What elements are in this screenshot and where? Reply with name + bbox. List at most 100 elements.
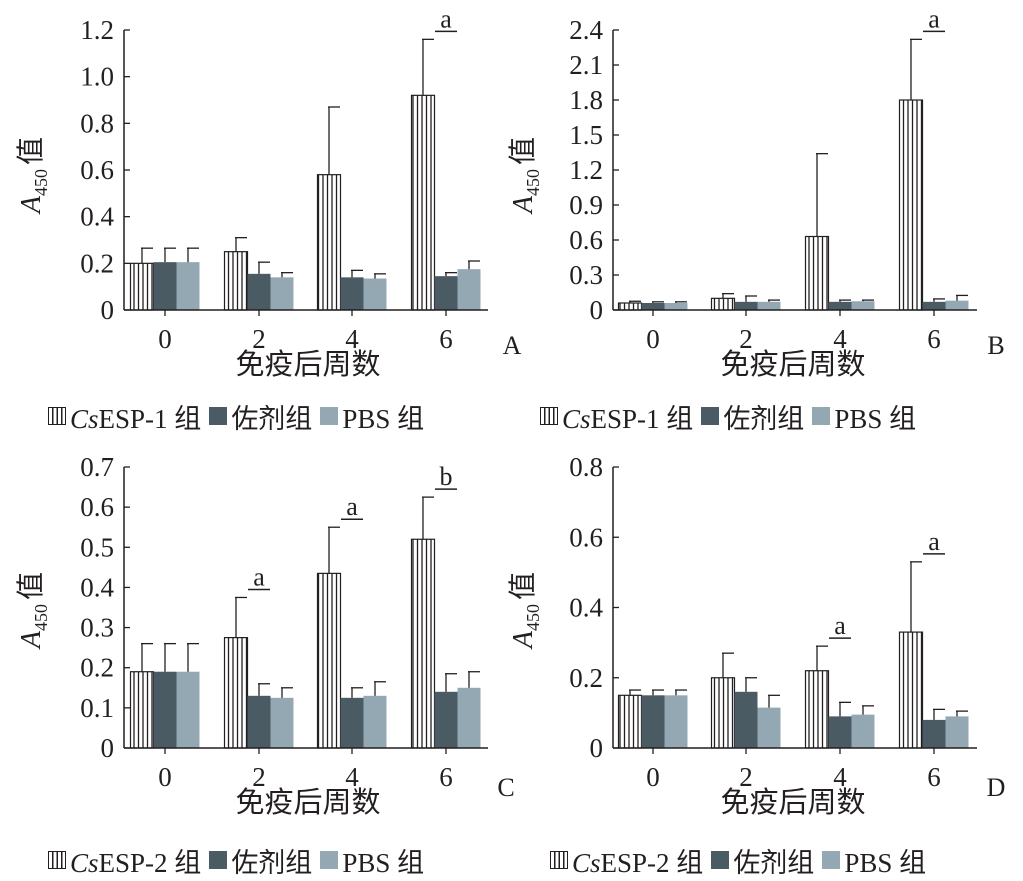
bar-group1-week-0 <box>129 262 155 311</box>
bar-pbs-week-2 <box>270 277 294 310</box>
legend-label-pbs: PBS 组 <box>844 847 927 878</box>
legend-item-pbs: PBS 组 <box>320 397 424 436</box>
y-axis-title-subscript: 450 <box>31 604 51 631</box>
legend-swatch-pbs <box>320 407 339 425</box>
legend-swatch-hatched <box>550 851 568 869</box>
legend-label-pbs: PBS 组 <box>342 847 425 878</box>
y-tick-label: 0.6 <box>569 225 603 255</box>
legend-label-italic: Cs <box>70 403 99 434</box>
x-tick-label: 6 <box>927 324 941 354</box>
x-axis-title: 免疫后周数 <box>235 347 380 381</box>
bar-group1-week-0 <box>129 671 155 749</box>
bar-adjuvant-week-0 <box>641 303 665 310</box>
y-tick-label: 1.5 <box>569 120 603 150</box>
bar-adjuvant-week-4 <box>828 301 852 310</box>
legend-swatch-hatched <box>540 407 558 425</box>
y-axis-title-main: A <box>16 195 47 215</box>
bar-adjuvant-week-0 <box>153 671 177 748</box>
y-tick-label: 1.0 <box>80 62 114 92</box>
bar-adjuvant-week-4 <box>340 697 364 748</box>
bar-group1-week-4 <box>316 174 342 311</box>
bar-adjuvant-week-6 <box>922 301 946 310</box>
x-tick-label: 4 <box>345 324 359 354</box>
bar-group1-week-4 <box>804 235 830 311</box>
bar-pbs-week-0 <box>664 695 688 748</box>
bar-adjuvant-week-2 <box>734 691 758 748</box>
significance-label-week-6: b <box>440 462 453 491</box>
y-tick-label: 0 <box>101 295 115 325</box>
legend-item-pbs: PBS 组 <box>812 397 916 436</box>
panel-letter: A <box>503 331 522 360</box>
x-tick-label: 4 <box>833 762 847 792</box>
bar-adjuvant-week-6 <box>922 719 946 748</box>
y-tick-label: 1.8 <box>569 85 603 115</box>
bar-group1-week-6 <box>410 538 436 749</box>
legend-panel-a: CsESP-1 组 佐剂组 PBS 组 <box>48 397 432 436</box>
legend-label-group1: ESP-2 组 <box>600 847 704 878</box>
y-axis-title: A450 值 <box>14 572 51 650</box>
x-tick-label: 6 <box>439 762 453 792</box>
x-tick-label: 0 <box>646 324 660 354</box>
legend-swatch-adjuvant <box>701 407 720 425</box>
legend-item-pbs: PBS 组 <box>320 841 424 880</box>
legend-item-group1: CsESP-2 组 <box>48 841 201 880</box>
bar-adjuvant-week-4 <box>340 277 364 310</box>
bar-pbs-week-4 <box>851 714 875 748</box>
bar-pbs-week-6 <box>945 716 969 748</box>
bar-pbs-week-6 <box>945 300 969 310</box>
x-tick-label: 2 <box>739 324 753 354</box>
bar-pbs-week-4 <box>363 278 387 310</box>
y-axis-title-subscript: 450 <box>31 169 51 196</box>
legend-panel-c: CsESP-2 组 佐剂组 PBS 组 <box>48 841 432 880</box>
significance-label-week-4: a <box>346 492 358 521</box>
bar-pbs-week-6 <box>457 687 481 748</box>
legend-label-group1: ESP-1 组 <box>98 403 202 434</box>
bar-group1-week-2 <box>223 251 249 311</box>
legend-label-pbs: PBS 组 <box>342 403 425 434</box>
y-tick-label: 0.8 <box>569 452 603 482</box>
legend-swatch-pbs <box>822 851 841 869</box>
legend-item-pbs: PBS 组 <box>822 841 926 880</box>
bar-group1-week-6 <box>898 99 924 311</box>
legend-item-group1: CsESP-1 组 <box>540 397 693 436</box>
y-tick-label: 0.6 <box>569 522 603 552</box>
legend-swatch-adjuvant <box>209 851 228 869</box>
panel-letter: C <box>497 773 514 802</box>
y-tick-label: 0.3 <box>80 613 114 643</box>
bar-pbs-week-4 <box>851 301 875 310</box>
x-axis-title: 免疫后周数 <box>235 785 380 819</box>
bar-pbs-week-6 <box>457 269 481 310</box>
x-tick-label: 4 <box>833 324 847 354</box>
y-tick-label: 0.4 <box>80 572 114 602</box>
legend-label-adjuvant: 佐剂组 <box>231 847 313 878</box>
legend-item-adjuvant: 佐剂组 <box>209 397 312 436</box>
legend-item-adjuvant: 佐剂组 <box>711 841 814 880</box>
x-tick-label: 0 <box>646 762 660 792</box>
y-axis-title-suffix: 值 <box>506 572 539 600</box>
legend-swatch-hatched <box>48 407 66 425</box>
bar-group1-week-6 <box>898 631 924 749</box>
y-axis-title: A450 值 <box>14 137 51 215</box>
legend-item-adjuvant: 佐剂组 <box>701 397 804 436</box>
y-tick-label: 0 <box>590 733 604 763</box>
panel-d: 0 0.2 0.4 0.6 0.8 0 2 4 6 免疫后周数 A450 值 a a D <box>506 452 1005 819</box>
y-tick-label: 0.2 <box>80 653 114 683</box>
x-tick-label: 2 <box>739 762 753 792</box>
bar-pbs-week-2 <box>757 707 781 748</box>
bar-group1-week-2 <box>710 297 736 311</box>
y-axis-title-main: A <box>508 195 539 215</box>
x-axis-title: 免疫后周数 <box>720 347 865 381</box>
y-tick-label: 0.2 <box>80 248 114 278</box>
legend-label-pbs: PBS 组 <box>834 403 917 434</box>
bar-group1-week-0 <box>617 694 643 749</box>
y-tick-label: 0.4 <box>80 202 114 232</box>
bar-adjuvant-week-6 <box>434 691 458 748</box>
y-axis-title-subscript: 450 <box>523 604 543 631</box>
panel-b: 00.30.60.91.21.51.82.12.40 2 4 6免疫后周数A450值a… <box>506 4 1005 381</box>
y-axis-title: A450 值 <box>506 572 543 650</box>
x-tick-label: 4 <box>345 762 359 792</box>
y-axis-title-suffix: 值 <box>506 137 539 165</box>
legend-label-group1: ESP-1 组 <box>590 403 694 434</box>
y-axis-title-suffix: 值 <box>14 572 47 600</box>
